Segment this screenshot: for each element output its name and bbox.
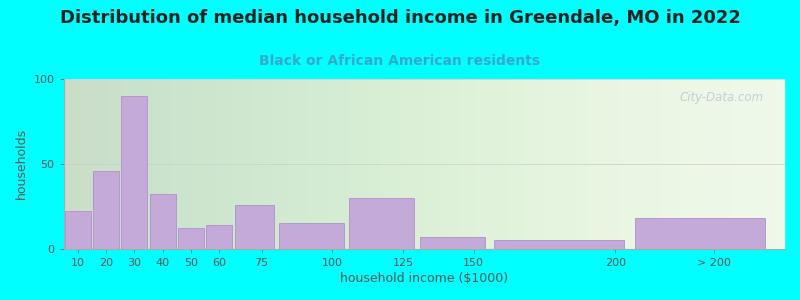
Bar bbox=[420, 237, 485, 249]
Bar bbox=[65, 212, 90, 249]
X-axis label: household income ($1000): household income ($1000) bbox=[340, 272, 508, 285]
Bar bbox=[350, 198, 414, 249]
Text: City-Data.com: City-Data.com bbox=[679, 91, 763, 104]
Text: Black or African American residents: Black or African American residents bbox=[259, 54, 541, 68]
Text: Distribution of median household income in Greendale, MO in 2022: Distribution of median household income … bbox=[59, 9, 741, 27]
Bar bbox=[494, 240, 624, 249]
Bar bbox=[635, 218, 765, 249]
Bar bbox=[278, 223, 344, 249]
Bar bbox=[235, 205, 274, 249]
Bar bbox=[150, 194, 176, 249]
Bar bbox=[93, 171, 119, 249]
Y-axis label: households: households bbox=[15, 128, 28, 200]
Bar bbox=[206, 225, 232, 249]
Bar bbox=[178, 228, 204, 249]
Bar bbox=[122, 96, 147, 249]
